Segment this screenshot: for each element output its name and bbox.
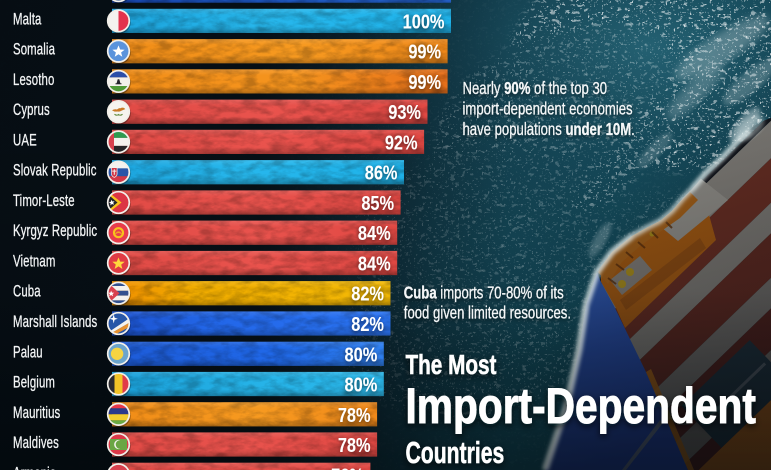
svg-text:84%: 84% xyxy=(358,252,391,275)
svg-text:Slovak Republic: Slovak Republic xyxy=(13,162,97,181)
svg-text:Countries: Countries xyxy=(406,435,505,470)
svg-text:have populations under 10M.: have populations under 10M. xyxy=(463,120,635,139)
svg-text:Lesotho: Lesotho xyxy=(13,71,54,90)
svg-text:Vietnam: Vietnam xyxy=(13,252,55,271)
svg-text:Malta: Malta xyxy=(13,10,42,29)
svg-text:Timor-Leste: Timor-Leste xyxy=(13,192,75,211)
svg-text:Somalia: Somalia xyxy=(13,41,56,60)
svg-text:Cuba: Cuba xyxy=(13,283,41,302)
svg-text:Armenia: Armenia xyxy=(13,464,57,470)
svg-text:food given limited resources.: food given limited resources. xyxy=(404,303,571,322)
svg-text:80%: 80% xyxy=(345,343,378,366)
svg-text:84%: 84% xyxy=(358,222,391,245)
svg-text:85%: 85% xyxy=(361,191,394,214)
svg-text:93%: 93% xyxy=(388,101,421,124)
svg-text:Palau: Palau xyxy=(13,343,43,362)
svg-text:78%: 78% xyxy=(338,403,371,426)
svg-text:76%: 76% xyxy=(331,464,364,470)
svg-text:92%: 92% xyxy=(385,131,418,154)
svg-text:100%: 100% xyxy=(403,10,445,33)
svg-text:100%: 100% xyxy=(403,0,445,2)
svg-text:Marshall Islands: Marshall Islands xyxy=(13,313,97,332)
svg-text:import-dependent economies: import-dependent economies xyxy=(463,100,633,119)
svg-text:The Most: The Most xyxy=(406,350,497,381)
svg-text:Import-Dependent: Import-Dependent xyxy=(406,378,756,434)
svg-text:99%: 99% xyxy=(408,70,441,93)
svg-text:80%: 80% xyxy=(345,373,378,396)
svg-text:86%: 86% xyxy=(365,161,398,184)
svg-text:Kyrgyz Republic: Kyrgyz Republic xyxy=(13,222,97,241)
svg-text:99%: 99% xyxy=(408,40,441,63)
svg-text:78%: 78% xyxy=(338,433,371,456)
svg-text:Belgium: Belgium xyxy=(13,373,55,392)
svg-text:Cuba imports 70-80% of its: Cuba imports 70-80% of its xyxy=(404,283,564,302)
svg-text:Mauritius: Mauritius xyxy=(13,404,60,423)
svg-text:UAE: UAE xyxy=(13,131,37,150)
svg-text:82%: 82% xyxy=(351,312,384,335)
svg-text:Maldives: Maldives xyxy=(13,434,59,453)
svg-text:82%: 82% xyxy=(351,282,384,305)
svg-text:Nearly 90% of the top 30: Nearly 90% of the top 30 xyxy=(463,79,608,98)
svg-text:Cyprus: Cyprus xyxy=(13,101,50,120)
